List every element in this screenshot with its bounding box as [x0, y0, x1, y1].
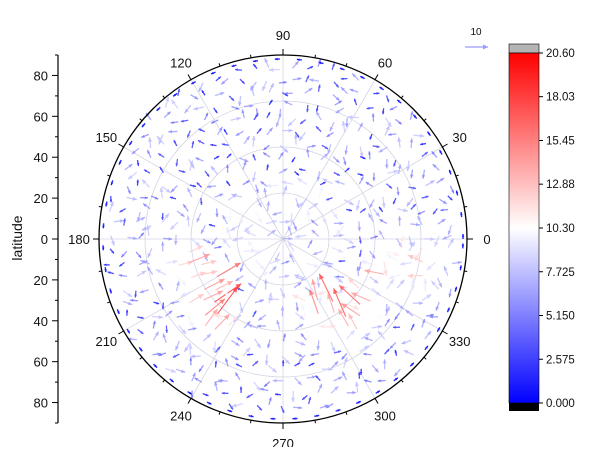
angular-tick-label: 300 — [374, 409, 396, 424]
latitude-axis-title: latitude — [9, 215, 25, 260]
latitude-tick-label: 20 — [34, 273, 48, 288]
colorbar-gradient — [509, 53, 539, 403]
angular-major-tick — [375, 398, 378, 403]
angular-minor-tick — [456, 175, 459, 176]
angular-minor-tick — [251, 420, 252, 423]
angular-minor-tick — [99, 271, 102, 272]
angular-tick-label: 30 — [452, 130, 466, 145]
latitude-tick-label: 60 — [34, 355, 48, 370]
latitude-tick-label: 40 — [34, 314, 48, 329]
latitude-axis: 80 60 40 20 0 20 40 60 80 latitude — [9, 55, 58, 423]
angular-minor-tick — [464, 207, 467, 208]
angular-minor-tick — [346, 412, 347, 415]
colorbar-ticks: 20.60 18.03 15.45 12.88 10.30 7.725 5.150 2.575… — [539, 48, 575, 410]
vector-legend-arrow — [465, 45, 488, 50]
angular-tick-label: 330 — [449, 334, 471, 349]
angular-minor-tick — [346, 63, 347, 66]
angular-minor-tick — [107, 302, 110, 303]
latitude-tick-label: 20 — [34, 191, 48, 206]
angular-minor-tick — [99, 207, 102, 208]
angular-minor-tick — [219, 412, 220, 415]
angular-major-tick — [442, 331, 447, 334]
angular-minor-tick — [401, 96, 403, 98]
angular-major-tick — [375, 74, 378, 79]
colorbar-tick-label: 5.150 — [546, 311, 575, 323]
colorbar-tick-label: 0.000 — [546, 398, 575, 410]
angular-minor-tick — [464, 271, 467, 272]
angular-minor-tick — [163, 380, 165, 382]
angular-minor-tick — [251, 55, 252, 58]
angular-minor-tick — [315, 55, 316, 58]
colorbar-over-swatch — [509, 44, 539, 53]
angular-minor-tick — [163, 96, 165, 98]
angular-minor-tick — [424, 119, 426, 121]
angular-tick-label: 0 — [483, 232, 490, 247]
angular-major-tick — [118, 144, 123, 147]
colorbar-tick-label: 10.30 — [546, 223, 575, 235]
latitude-tick-label: 60 — [34, 109, 48, 124]
colorbar: 20.60 18.03 15.45 12.88 10.30 7.725 5.150 2.575… — [509, 44, 575, 411]
angular-tick-label: 210 — [95, 334, 117, 349]
angular-minor-tick — [140, 357, 142, 359]
angular-tick-label: 150 — [95, 130, 117, 145]
colorbar-tick-label: 7.725 — [546, 267, 575, 279]
latitude-tick-label: 80 — [34, 396, 48, 411]
angular-major-tick — [118, 331, 123, 334]
angular-minor-tick — [456, 302, 459, 303]
colorbar-tick-label: 20.60 — [546, 48, 575, 60]
vector-legend-label: 10 — [470, 27, 482, 38]
latitude-tick-label: 40 — [34, 150, 48, 165]
angular-tick-label: 270 — [272, 436, 294, 447]
angular-major-tick — [188, 74, 191, 79]
angular-tick-label: 60 — [378, 55, 392, 70]
colorbar-tick-label: 15.45 — [546, 136, 575, 148]
angular-minor-tick — [107, 175, 110, 176]
angular-tick-label: 120 — [170, 55, 192, 70]
latitude-tick-label: 80 — [34, 68, 48, 83]
latitude-ticks: 80 60 40 20 0 20 40 60 80 — [34, 55, 58, 423]
angular-major-tick — [442, 144, 447, 147]
colorbar-under-swatch — [509, 403, 539, 411]
polar-plot: 0 30 60 90 120 150 180 210 240 270 300 330 — [68, 28, 490, 447]
colorbar-tick-label: 12.88 — [546, 179, 575, 191]
colorbar-tick-label: 2.575 — [546, 354, 575, 366]
angular-minor-tick — [219, 63, 220, 66]
angular-minor-tick — [401, 380, 403, 382]
angular-tick-label: 180 — [68, 232, 90, 247]
colorbar-tick-label: 18.03 — [546, 92, 575, 104]
angular-minor-tick — [424, 357, 426, 359]
angular-minor-tick — [140, 119, 142, 121]
angular-tick-label: 90 — [276, 28, 290, 43]
vector-legend: 10 — [465, 27, 488, 50]
angular-minor-tick — [315, 420, 316, 423]
angular-major-tick — [188, 398, 191, 403]
angular-tick-label: 240 — [170, 409, 192, 424]
latitude-tick-label: 0 — [41, 232, 48, 247]
